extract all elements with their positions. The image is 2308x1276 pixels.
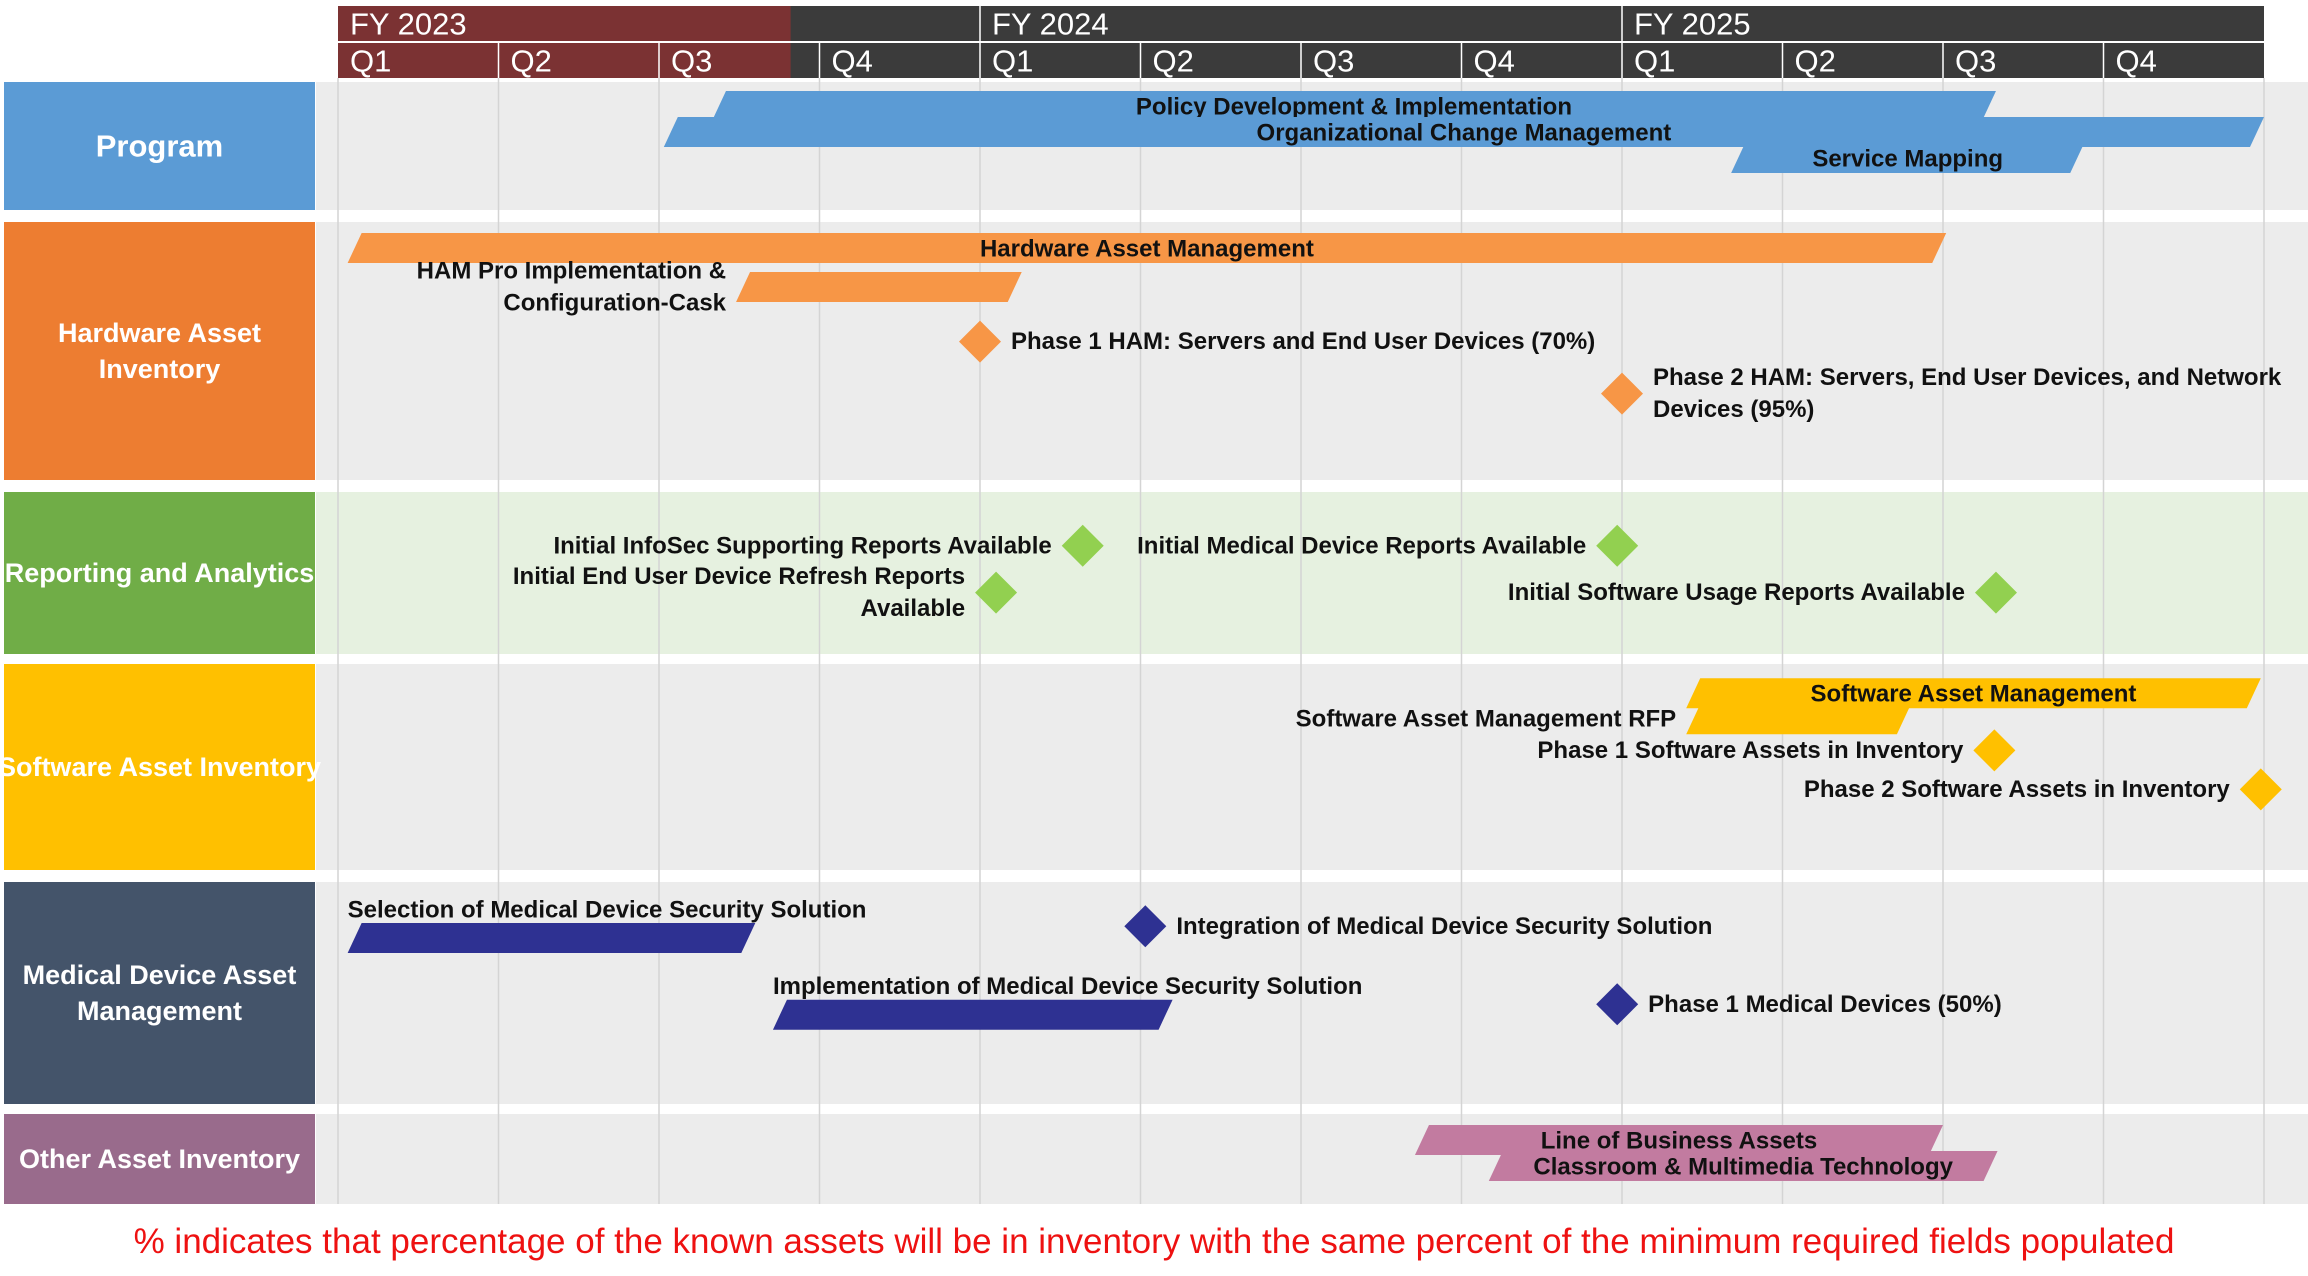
task-label: Policy Development & Implementation — [1136, 94, 1572, 121]
quarter-label: Q2 — [1795, 44, 1836, 79]
row-label: Medical Device Asset — [23, 960, 297, 990]
row-background — [316, 882, 2308, 1104]
task-label: Line of Business Assets — [1541, 1128, 1818, 1155]
milestone-diamond — [1974, 571, 2017, 614]
quarter-label: Q1 — [1634, 44, 1675, 79]
quarter-label: Q2 — [511, 44, 552, 79]
milestone-label: Initial InfoSec Supporting Reports Avail… — [553, 532, 1051, 559]
task-bar — [663, 117, 2265, 147]
milestone-diamond — [959, 320, 1001, 363]
milestone-label: Initial Medical Device Reports Available — [1137, 532, 1586, 559]
row-label-box — [4, 222, 315, 480]
quarter-label: Q3 — [671, 44, 712, 79]
row-label: Inventory — [99, 354, 221, 384]
milestone-label: Phase 1 HAM: Servers and End User Device… — [1011, 328, 1595, 355]
quarter-label: Q4 — [832, 44, 873, 79]
milestone-label: Devices (95%) — [1653, 396, 1814, 423]
quarter-label: Q3 — [1955, 44, 1996, 79]
milestone-diamond — [2239, 768, 2282, 811]
task-bar — [736, 272, 1022, 302]
quarter-label: Q4 — [2116, 44, 2157, 79]
milestone-diamond — [1596, 524, 1639, 567]
milestone-diamond — [1973, 729, 2016, 772]
milestone-diamond — [1601, 372, 1643, 415]
milestone-label: Phase 2 Software Assets in Inventory — [1804, 776, 2231, 803]
milestone-label: Phase 1 Medical Devices (50%) — [1648, 991, 2002, 1018]
task-bar — [1488, 1151, 1998, 1181]
row-label-box — [4, 82, 315, 210]
task-label: Hardware Asset Management — [980, 236, 1314, 263]
row-background — [316, 1114, 2308, 1204]
fiscal-year-label: FY 2025 — [1634, 7, 1751, 42]
footnote: % indicates that percentage of the known… — [133, 1222, 2175, 1261]
row-label: Software Asset Inventory — [0, 752, 321, 782]
row-background — [316, 492, 2308, 654]
task-label: Implementation of Medical Device Securit… — [773, 973, 1362, 1000]
milestone-diamond — [1596, 983, 1639, 1026]
task-bar — [1414, 1125, 1943, 1155]
milestone-diamond — [975, 571, 1018, 614]
task-bar — [347, 233, 1947, 263]
quarter-label: Q1 — [992, 44, 1033, 79]
task-label: Service Mapping — [1812, 146, 2003, 173]
task-label: Selection of Medical Device Security Sol… — [348, 897, 867, 924]
task-label: Software Asset Management — [1811, 681, 2137, 708]
milestone-diamond — [1124, 905, 1167, 948]
row-label: Program — [96, 129, 223, 164]
task-bar — [711, 91, 1996, 121]
row-label-box — [4, 664, 315, 870]
task-bar — [1731, 143, 2085, 173]
milestone-label: Available — [861, 595, 966, 622]
task-bar — [1686, 678, 2261, 709]
milestone-diamond — [1061, 524, 1104, 567]
task-label: Configuration-Cask — [503, 290, 726, 317]
row-label: Reporting and Analytics — [5, 558, 315, 588]
quarter-label: Q4 — [1474, 44, 1515, 79]
task-bar — [347, 923, 756, 953]
milestone-label: Integration of Medical Device Security S… — [1176, 913, 1712, 940]
task-label: Software Asset Management RFP — [1296, 706, 1677, 733]
row-label: Management — [77, 996, 242, 1026]
row-label-box — [4, 1114, 315, 1204]
quarter-label: Q1 — [350, 44, 391, 79]
task-bar — [1686, 704, 1911, 735]
quarter-label: Q3 — [1313, 44, 1354, 79]
quarter-label: Q2 — [1153, 44, 1194, 79]
row-label: Hardware Asset — [58, 318, 261, 348]
milestone-label: Initial End User Device Refresh Reports — [513, 563, 965, 590]
fiscal-year-label: FY 2023 — [350, 7, 467, 42]
row-label-box — [4, 882, 315, 1104]
milestone-label: Initial Software Usage Reports Available — [1508, 579, 1965, 606]
row-background — [316, 222, 2308, 480]
task-label: HAM Pro Implementation & — [417, 258, 726, 285]
task-label: Classroom & Multimedia Technology — [1533, 1154, 1953, 1181]
row-label: Other Asset Inventory — [19, 1144, 300, 1174]
task-bar — [772, 999, 1173, 1030]
row-label-box — [4, 492, 315, 654]
milestone-label: Phase 1 Software Assets in Inventory — [1537, 737, 1964, 764]
fiscal-year-label: FY 2024 — [992, 7, 1109, 42]
task-label: Organizational Change Management — [1257, 120, 1672, 147]
milestone-label: Phase 2 HAM: Servers, End User Devices, … — [1653, 364, 2282, 391]
